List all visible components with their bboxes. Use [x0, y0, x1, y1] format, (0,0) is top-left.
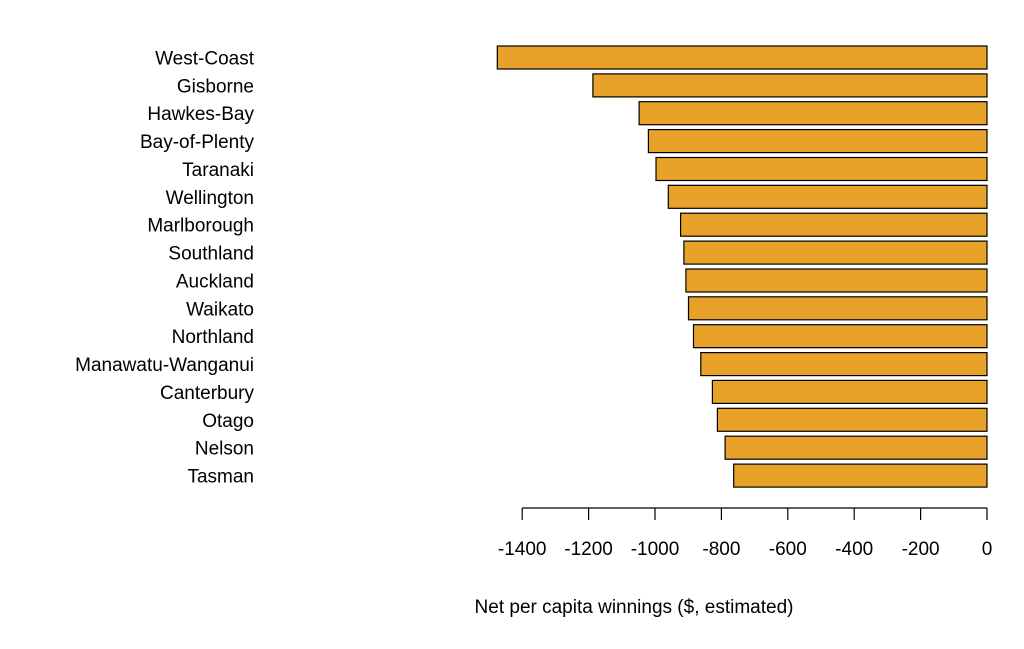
- category-label: Nelson: [195, 439, 254, 460]
- category-label: Taranaki: [182, 160, 254, 181]
- bar-otago: [716, 407, 988, 432]
- category-label: Bay-of-Plenty: [140, 132, 255, 153]
- bar-taranaki: [655, 156, 988, 182]
- category-label: Canterbury: [160, 383, 254, 404]
- bar-tasman: [733, 463, 988, 488]
- x-tick-label: -800: [702, 539, 740, 560]
- x-tick-label: -1400: [498, 539, 547, 560]
- category-label: Manawatu-Wanganui: [75, 355, 254, 376]
- category-label: Hawkes-Bay: [147, 104, 254, 125]
- category-label: Gisborne: [177, 76, 254, 97]
- category-label: Auckland: [176, 272, 254, 293]
- category-label: Wellington: [166, 188, 254, 209]
- category-label: Waikato: [186, 299, 254, 320]
- bar-marlborough: [679, 212, 988, 237]
- bar-wellington: [667, 184, 988, 209]
- bar-nelson: [724, 435, 988, 460]
- bar-auckland: [685, 268, 988, 293]
- x-tick-label: -400: [835, 539, 873, 560]
- x-tick-label: -600: [769, 539, 807, 560]
- x-tick-label: -1200: [564, 539, 613, 560]
- bar-manawatu-wanganui: [700, 352, 988, 377]
- category-label: West-Coast: [155, 49, 255, 70]
- category-label: Northland: [172, 327, 254, 348]
- category-label: Otago: [202, 411, 254, 432]
- bar-west-coast: [496, 45, 988, 70]
- category-label: Marlborough: [147, 216, 254, 237]
- x-axis: -1400 -1200 -1000 -800 -600 -400 -200 0: [498, 507, 993, 560]
- category-labels-group: West-Coast Gisborne Hawkes-Bay Bay-of-Plent…: [75, 49, 255, 488]
- x-tick-label: -200: [902, 539, 940, 560]
- bar-waikato: [687, 296, 988, 321]
- bar-northland: [692, 324, 988, 349]
- bar-southland: [683, 240, 988, 265]
- bars-group: [496, 45, 988, 488]
- bar-bay-of-plenty: [647, 129, 988, 154]
- category-label: Southland: [168, 244, 254, 265]
- x-tick-label: 0: [982, 539, 993, 560]
- x-tick-label: -1000: [631, 539, 680, 560]
- category-label: Tasman: [187, 467, 254, 488]
- x-axis-title: Net per capita winnings ($, estimated): [475, 597, 794, 618]
- bar-canterbury: [711, 379, 988, 404]
- bar-hawkes-bay: [638, 101, 988, 126]
- bar-gisborne: [592, 73, 988, 98]
